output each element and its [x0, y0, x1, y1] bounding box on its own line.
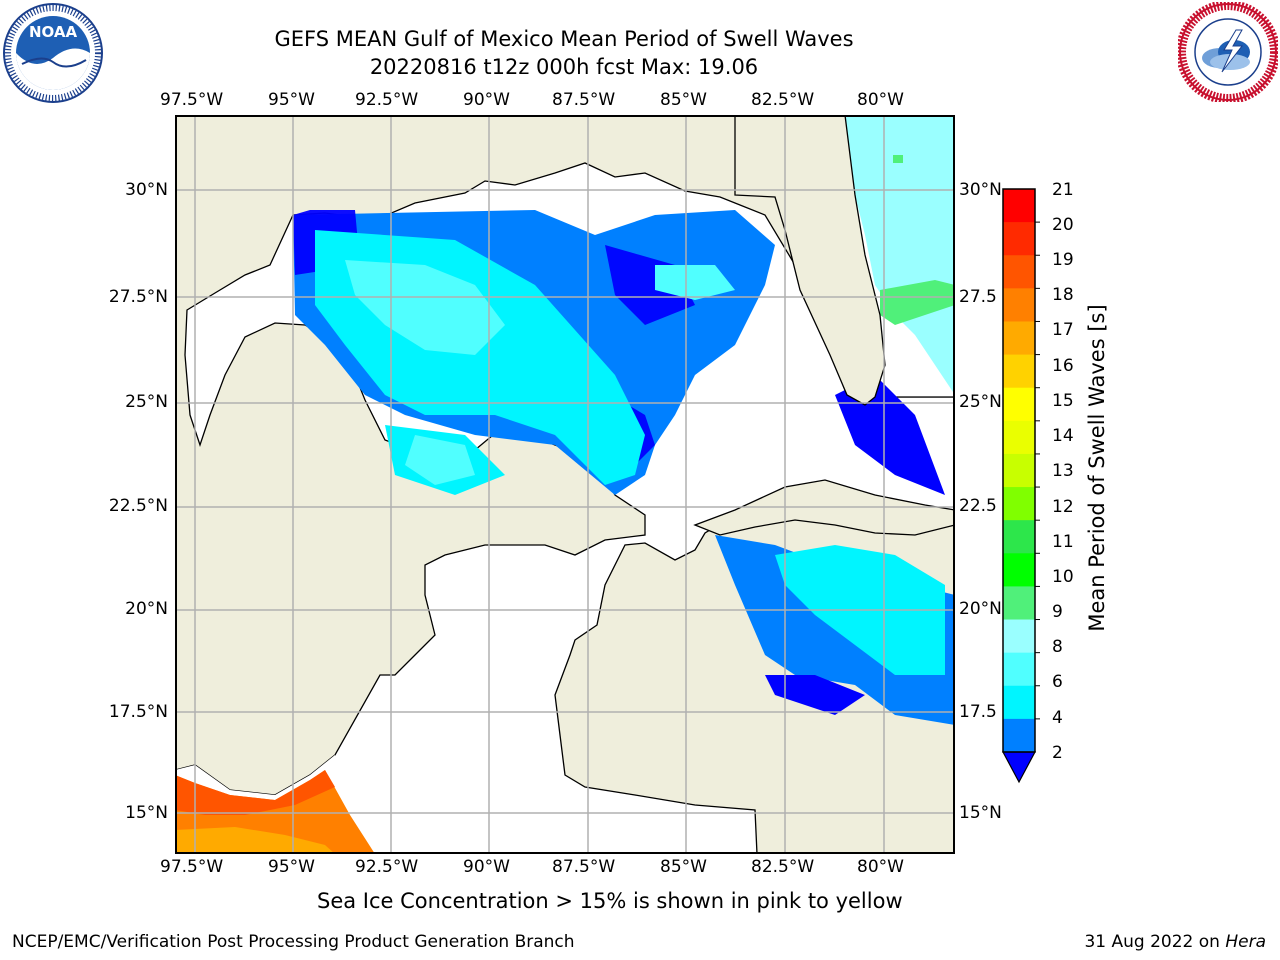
colorbar-segment — [1003, 222, 1035, 256]
lon-label-top: 95°W — [268, 90, 315, 110]
lat-label-right: 25°N — [959, 392, 1002, 412]
colorbar-segment — [1003, 652, 1035, 687]
nws-logo — [1176, 0, 1280, 104]
colorbar-segment — [1003, 453, 1035, 488]
lat-label-left: 22.5°N — [108, 496, 168, 516]
caption-text: Sea Ice Concentration > 15% is shown in … — [317, 889, 903, 913]
colorbar-tick: 16 — [1052, 356, 1074, 376]
colorbar-segment — [1003, 354, 1035, 389]
lat-label-right: 30°N — [959, 180, 1002, 200]
swell-8-9-atlantic — [843, 115, 955, 395]
footer-date: 31 Aug 2022 on Hera — [1084, 932, 1266, 952]
colorbar-segment — [1003, 255, 1035, 289]
colorbar-tick: 8 — [1052, 637, 1063, 657]
lat-label-left: 27.5°N — [108, 287, 168, 307]
noaa-logo-text: NOAA — [29, 23, 78, 41]
lon-label-bottom: 85°W — [660, 857, 707, 877]
lat-label-left: 17.5°N — [108, 702, 168, 722]
colorbar-segment — [1003, 487, 1035, 521]
lon-label-bottom: 80°W — [857, 857, 904, 877]
colorbar-tick: 21 — [1052, 180, 1074, 200]
title-line-1: GEFS MEAN Gulf of Mexico Mean Period of … — [274, 27, 854, 51]
colorbar-tick: 20 — [1052, 215, 1074, 235]
footer-date-text: 31 Aug 2022 on — [1084, 932, 1226, 952]
title-line-2: 20220816 t12z 000h fcst Max: 19.06 — [369, 55, 759, 79]
footer-credit: NCEP/EMC/Verification Post Processing Pr… — [12, 932, 575, 952]
colorbar-segment — [1003, 520, 1035, 554]
colorbar-frame — [1002, 188, 1036, 753]
map-frame — [175, 115, 955, 854]
colorbar-segment — [1003, 321, 1035, 356]
colorbar-tick: 6 — [1052, 672, 1063, 692]
lat-label-right: 15°N — [959, 803, 1002, 823]
lat-label-right: 20°N — [959, 599, 1002, 619]
footer-host: Hera — [1225, 932, 1266, 952]
lon-label-bottom: 95°W — [268, 857, 315, 877]
colorbar-tick: 11 — [1052, 532, 1074, 552]
colorbar-under-arrow — [1002, 751, 1036, 784]
lon-label-top: 82.5°W — [751, 90, 815, 110]
colorbar-segment — [1003, 718, 1035, 753]
colorbar-tick: 13 — [1052, 461, 1074, 481]
colorbar-tick: 17 — [1052, 320, 1074, 340]
colorbar-segment — [1003, 619, 1035, 654]
lon-label-top: 97.5°W — [160, 90, 224, 110]
swell-18-19-pacific — [175, 770, 335, 815]
colorbar-tick: 10 — [1052, 567, 1074, 587]
lon-label-top: 90°W — [463, 90, 510, 110]
lat-label-left: 25°N — [125, 392, 168, 412]
lat-label-right: 17.5 — [959, 702, 997, 722]
lon-label-bottom: 90°W — [463, 857, 510, 877]
lon-label-top: 92.5°W — [355, 90, 419, 110]
florida-coastline — [734, 115, 886, 406]
lon-label-bottom: 97.5°W — [160, 857, 224, 877]
lat-label-right: 27.5 — [959, 287, 997, 307]
colorbar-tick: 15 — [1052, 391, 1074, 411]
lon-label-bottom: 87.5°W — [552, 857, 616, 877]
lat-label-left: 15°N — [125, 803, 168, 823]
colorbar-label: Mean Period of Swell Waves [s] — [1085, 304, 1109, 632]
colorbar-segment — [1003, 586, 1035, 621]
colorbar-tick: 18 — [1052, 285, 1074, 305]
lon-label-top: 87.5°W — [552, 90, 616, 110]
colorbar-tick: 12 — [1052, 497, 1074, 517]
map-panel — [175, 115, 955, 854]
colorbar-segment — [1003, 685, 1035, 720]
lat-label-right: 22.5 — [959, 496, 997, 516]
colorbar-segment — [1003, 387, 1035, 422]
lon-label-top: 80°W — [857, 90, 904, 110]
colorbar-tick: 2 — [1052, 743, 1063, 763]
colorbar-segment — [1003, 420, 1035, 455]
lon-label-bottom: 82.5°W — [751, 857, 815, 877]
colorbar-segment — [1003, 288, 1035, 322]
lat-label-left: 20°N — [125, 599, 168, 619]
graticule — [175, 115, 955, 854]
colorbar-segments — [1003, 189, 1042, 753]
colorbar-tick: 9 — [1052, 602, 1063, 622]
swell-under-2-caribbean — [765, 375, 945, 715]
swell-9-10-atlantic — [880, 155, 955, 325]
colorbar-tick: 4 — [1052, 708, 1063, 728]
colorbar — [1000, 186, 1042, 786]
colorbar-tick: 19 — [1052, 250, 1074, 270]
lat-label-left: 30°N — [125, 180, 168, 200]
swell-16-17-pacific — [175, 827, 335, 854]
colorbar-tick: 14 — [1052, 426, 1074, 446]
swell-6-8-gulf — [345, 260, 735, 485]
lon-label-top: 85°W — [660, 90, 707, 110]
colorbar-segment — [1003, 553, 1035, 587]
noaa-logo: NOAA — [2, 2, 104, 104]
lon-label-bottom: 92.5°W — [355, 857, 419, 877]
colorbar-segment — [1003, 189, 1035, 223]
